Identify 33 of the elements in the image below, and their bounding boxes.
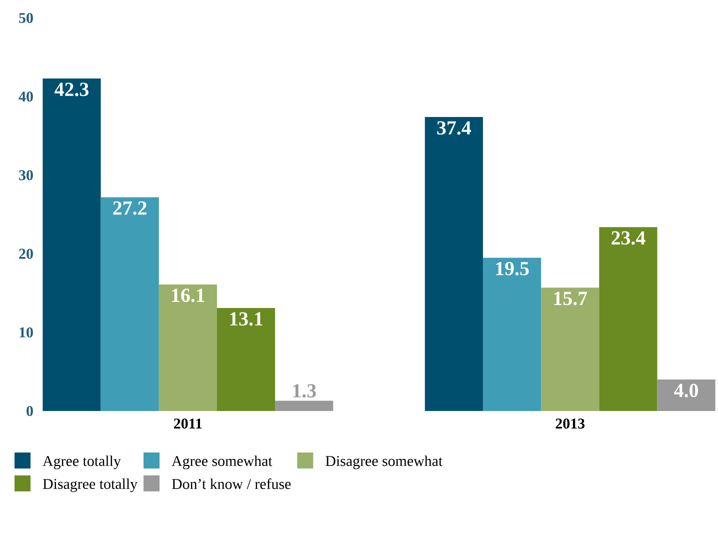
- bar: [482, 258, 542, 411]
- legend-label: Disagree totally: [42, 478, 138, 492]
- bar: [158, 284, 217, 411]
- data-label: 37.4: [437, 121, 471, 135]
- data-label: 4.0: [674, 384, 698, 398]
- data-label: 13.1: [230, 312, 262, 326]
- data-label: 1.3: [293, 384, 316, 398]
- data-label: 19.5: [496, 262, 529, 276]
- legend-label: Don’t know / refuse: [172, 478, 291, 490]
- bar: [657, 380, 716, 411]
- bar: [424, 117, 483, 411]
- legend-label: Agree somewhat: [172, 456, 272, 470]
- data-label: 23.4: [612, 231, 646, 245]
- data-label: 42.3: [54, 82, 89, 96]
- bar: [275, 400, 334, 411]
- data-label: 15.7: [554, 292, 588, 306]
- x-tick-label: 2011: [174, 418, 202, 429]
- y-tick-label: 10: [20, 327, 33, 338]
- y-tick-label: 50: [19, 12, 33, 24]
- y-tick-label: 40: [18, 92, 33, 102]
- bar: [100, 197, 159, 411]
- legend-label: Agree totally: [42, 456, 121, 470]
- bar: [541, 288, 600, 411]
- y-tick-label: 0: [26, 406, 33, 416]
- data-label: 27.2: [113, 201, 146, 215]
- data-label: 16.1: [172, 288, 204, 302]
- legend-label: Disagree somewhat: [326, 456, 443, 470]
- bar: [42, 78, 101, 411]
- bar: [216, 308, 276, 411]
- bar: [599, 227, 658, 411]
- y-tick-label: 30: [19, 170, 33, 180]
- x-tick-label: 2013: [556, 418, 585, 429]
- y-tick-label: 20: [19, 248, 33, 259]
